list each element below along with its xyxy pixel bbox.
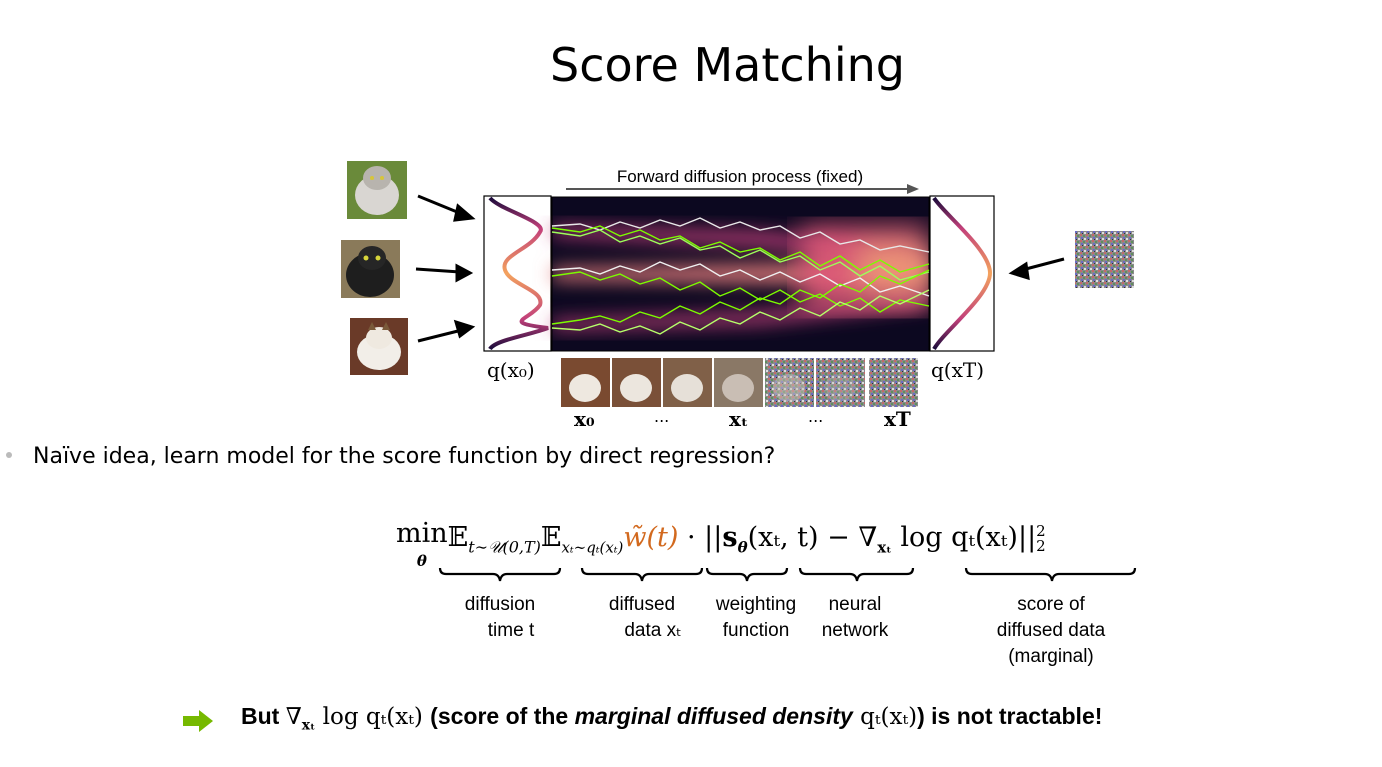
slide-title: Score Matching bbox=[550, 38, 905, 92]
seq-label-xt: xₜ bbox=[729, 407, 749, 431]
seq-label-xT: xT bbox=[884, 407, 911, 431]
forward-process-label: Forward diffusion process (fixed) bbox=[616, 167, 864, 186]
true-score: ∇xₜ log qₜ(xₜ) bbox=[858, 522, 1018, 557]
cat-image-3 bbox=[350, 318, 408, 375]
expectation-data: 𝔼xₜ∼qₜ(xₜ) bbox=[540, 522, 624, 557]
diffusion-heatmap bbox=[551, 196, 930, 352]
seq-label-dots-1: ... bbox=[654, 407, 670, 426]
input-arrows bbox=[415, 194, 1065, 343]
minus-operator: − bbox=[818, 522, 859, 553]
annotation-diffused-data: diffused data xₜ bbox=[608, 594, 682, 641]
annotation-score-diffused-data: score of diffused data (marginal) bbox=[996, 594, 1106, 667]
norm-close: || bbox=[1017, 522, 1037, 553]
bullet-text: Naïve idea, learn model for the score fu… bbox=[33, 444, 776, 469]
image-sequence bbox=[561, 358, 918, 407]
green-arrow-icon bbox=[183, 710, 213, 732]
annotation-neural-network: neural network bbox=[821, 594, 889, 641]
score-matching-equation: min θ 𝔼t∼𝒰(0,T)𝔼xₜ∼qₜ(xₜ)w̃(t) · ||sθ(xₜ… bbox=[396, 518, 1046, 573]
seq-label-x0: x₀ bbox=[574, 407, 595, 431]
cat-image-2 bbox=[341, 240, 400, 298]
annotation-diffusion-time: diffusion time t bbox=[464, 594, 536, 641]
expectation-time: 𝔼t∼𝒰(0,T) bbox=[447, 522, 541, 557]
qT-label: q(xT) bbox=[931, 358, 985, 382]
weighting-term: w̃(t) bbox=[623, 522, 679, 553]
dot-operator: · bbox=[678, 522, 705, 553]
conclusion-text: But ∇xₜ log qₜ(xₜ) (score of the margina… bbox=[241, 703, 1103, 734]
score-model: sθ(xₜ, t) bbox=[722, 522, 819, 557]
norm-open: || bbox=[704, 522, 723, 553]
min-operator: min θ bbox=[396, 518, 448, 570]
q0-label: q(x₀) bbox=[487, 358, 535, 382]
forward-arrow bbox=[566, 184, 919, 194]
seq-label-dots-2: ... bbox=[808, 407, 824, 426]
equation-braces bbox=[438, 567, 1137, 582]
noise-image bbox=[1075, 231, 1134, 288]
final-density-plot bbox=[929, 195, 995, 352]
diffusion-graphic bbox=[341, 161, 1134, 407]
cat-image-1 bbox=[347, 161, 407, 219]
annotation-weighting-function: weighting function bbox=[715, 594, 797, 641]
bullet-dot bbox=[6, 452, 12, 458]
initial-density-plot bbox=[483, 195, 552, 352]
